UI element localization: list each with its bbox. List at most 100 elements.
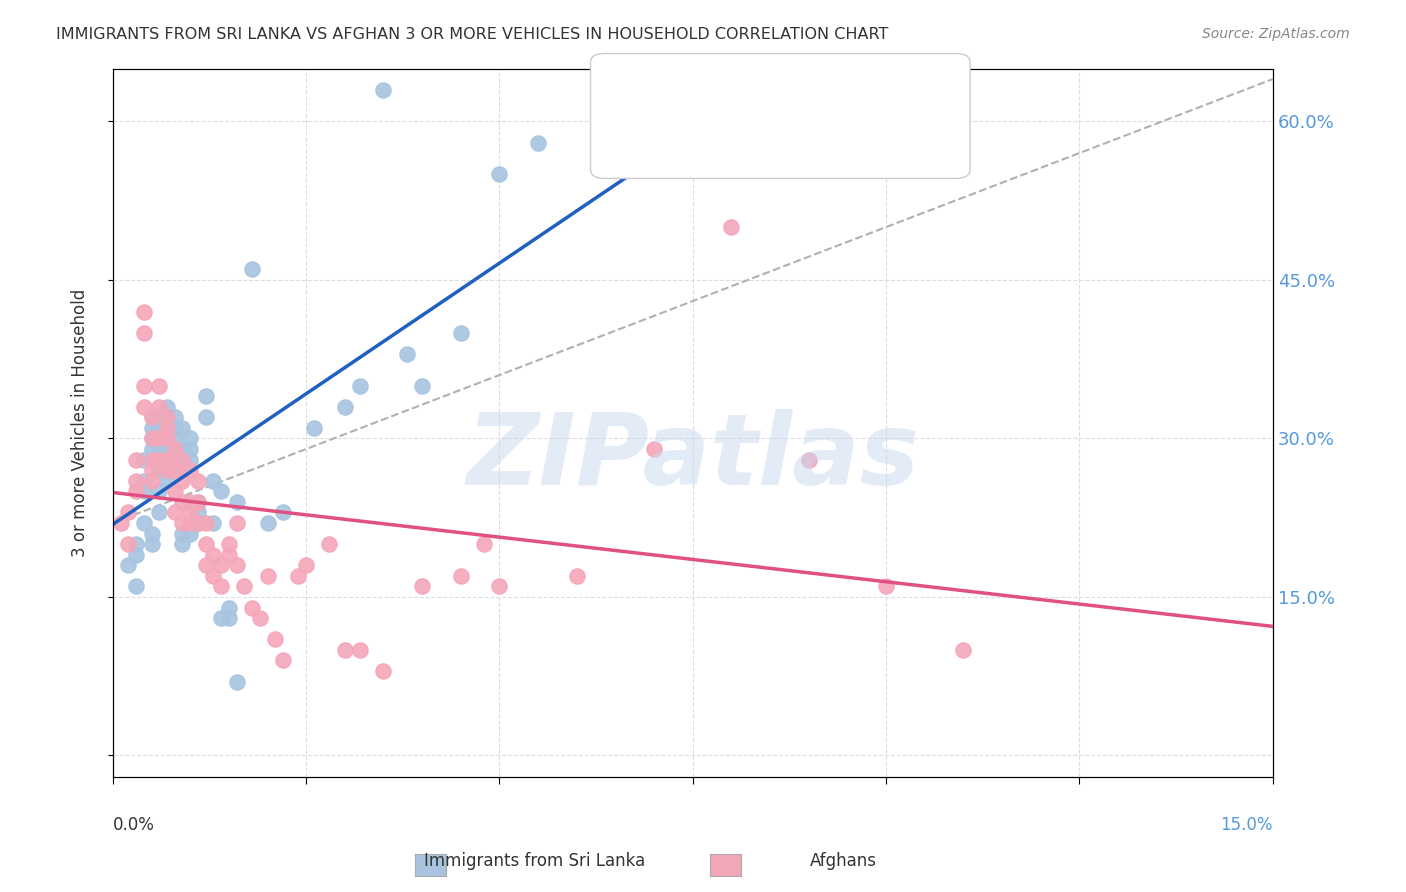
Point [233,579,256,593]
Point [225,516,247,530]
Point [148,378,170,392]
Point [179,452,201,467]
Point [287,569,309,583]
Point [527,136,550,150]
Point [148,442,170,456]
Point [156,421,179,435]
Point [179,442,201,456]
Point [179,526,201,541]
Point [565,569,588,583]
Text: ZIPatlas: ZIPatlas [467,409,920,507]
Point [194,558,217,573]
Point [132,484,155,499]
Point [156,463,179,477]
Point [156,410,179,425]
Point [141,452,163,467]
Point [141,463,163,477]
Point [411,378,433,392]
Point [450,326,472,340]
Point [172,516,194,530]
Point [141,526,163,541]
Text: Source: ZipAtlas.com: Source: ZipAtlas.com [1202,27,1350,41]
Point [194,389,217,403]
Point [187,505,209,519]
Point [295,558,318,573]
Point [125,579,148,593]
Point [209,558,232,573]
Point [132,400,155,414]
Point [148,432,170,446]
Point [720,220,742,235]
Point [156,410,179,425]
Point [202,474,225,488]
Point [125,474,148,488]
Point [450,569,472,583]
Point [156,474,179,488]
Point [302,421,325,435]
Point [172,537,194,551]
Point [218,600,240,615]
Point [187,516,209,530]
Point [132,452,155,467]
Point [209,579,232,593]
Point [218,537,240,551]
Point [240,600,263,615]
Point [163,484,186,499]
Point [172,463,194,477]
Point [163,432,186,446]
Point [225,495,247,509]
Point [172,495,194,509]
Point [172,421,194,435]
Point [194,537,217,551]
Point [333,642,356,657]
Point [271,653,294,667]
Point [148,400,170,414]
Point [148,463,170,477]
Point [249,611,271,625]
Point [141,432,163,446]
Point [110,516,132,530]
Point [156,463,179,477]
Point [797,452,820,467]
Point [488,579,510,593]
Point [271,505,294,519]
Point [132,474,155,488]
Point [132,378,155,392]
Point [132,516,155,530]
Point [194,410,217,425]
Point [875,579,897,593]
Point [141,432,163,446]
Point [172,452,194,467]
Legend: R =  0.299   N = 68, R = -0.195   N = 72: R = 0.299 N = 68, R = -0.195 N = 72 [645,70,879,138]
Text: IMMIGRANTS FROM SRI LANKA VS AFGHAN 3 OR MORE VEHICLES IN HOUSEHOLD CORRELATION : IMMIGRANTS FROM SRI LANKA VS AFGHAN 3 OR… [56,27,889,42]
Point [156,452,179,467]
Point [488,167,510,181]
Point [202,516,225,530]
Point [256,569,278,583]
Point [318,537,340,551]
Point [256,516,278,530]
Point [163,463,186,477]
Point [156,442,179,456]
Point [163,442,186,456]
Point [172,442,194,456]
Point [187,495,209,509]
Point [141,421,163,435]
Point [225,558,247,573]
Point [141,474,163,488]
Point [194,516,217,530]
Point [141,537,163,551]
Point [264,632,287,647]
Point [125,484,148,499]
Point [163,505,186,519]
Point [172,474,194,488]
Point [163,410,186,425]
Point [172,526,194,541]
Point [411,579,433,593]
Point [148,432,170,446]
Point [117,537,139,551]
Point [148,505,170,519]
Point [163,421,186,435]
Point [209,611,232,625]
Point [125,537,148,551]
